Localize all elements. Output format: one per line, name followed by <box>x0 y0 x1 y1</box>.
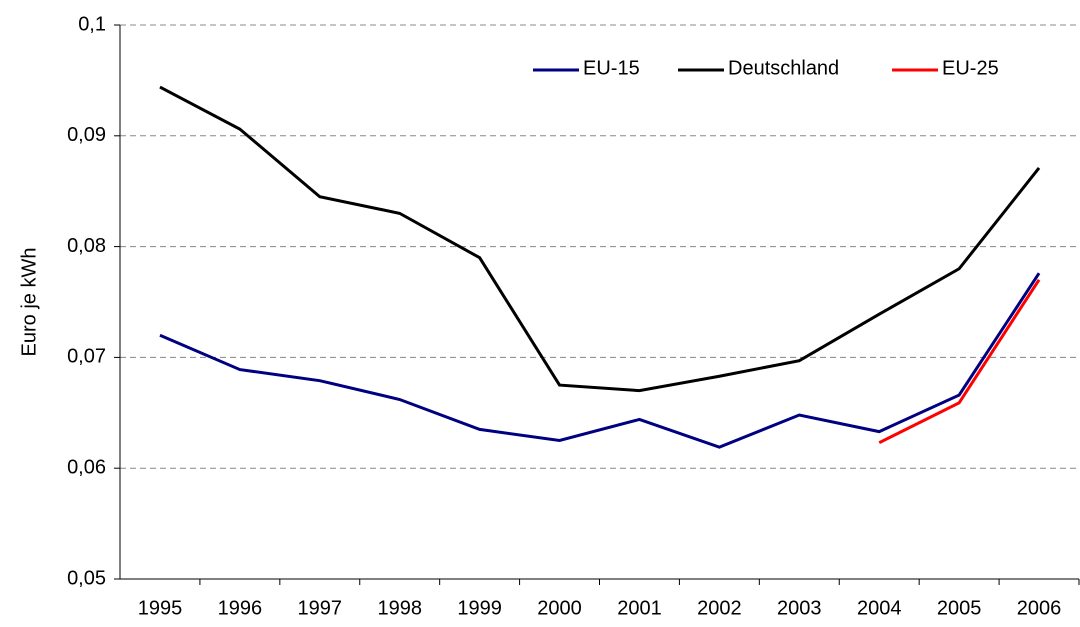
x-tick-label: 1995 <box>138 597 183 619</box>
series-line <box>878 279 1041 445</box>
x-tick-label: 2002 <box>697 597 742 619</box>
x-tick-label: 2001 <box>617 597 662 619</box>
y-tick-label: 0,08 <box>67 235 106 257</box>
x-tick-label: 1996 <box>218 597 263 619</box>
x-tick-label: 2003 <box>777 597 822 619</box>
x-tick-label: 1999 <box>457 597 502 619</box>
y-tick-label: 0,1 <box>78 13 106 35</box>
x-tick-label: 2006 <box>1017 597 1062 619</box>
x-tick-label: 2004 <box>857 597 902 619</box>
y-tick-label: 0,07 <box>67 346 106 368</box>
x-tick-label: 1998 <box>377 597 422 619</box>
series-line <box>159 272 1041 449</box>
x-tick-label: 2005 <box>937 597 982 619</box>
series-line <box>159 85 1041 393</box>
legend-label: EU-25 <box>942 57 999 79</box>
legend-label: Deutschland <box>728 57 839 79</box>
y-tick-label: 0,05 <box>67 567 106 589</box>
legend-label: EU-15 <box>583 57 640 79</box>
x-tick-label: 1997 <box>298 597 343 619</box>
y-tick-label: 0,06 <box>67 456 106 478</box>
y-axis-label: Euro je kWh <box>18 248 40 357</box>
y-tick-label: 0,09 <box>67 124 106 146</box>
x-tick-label: 2000 <box>537 597 582 619</box>
